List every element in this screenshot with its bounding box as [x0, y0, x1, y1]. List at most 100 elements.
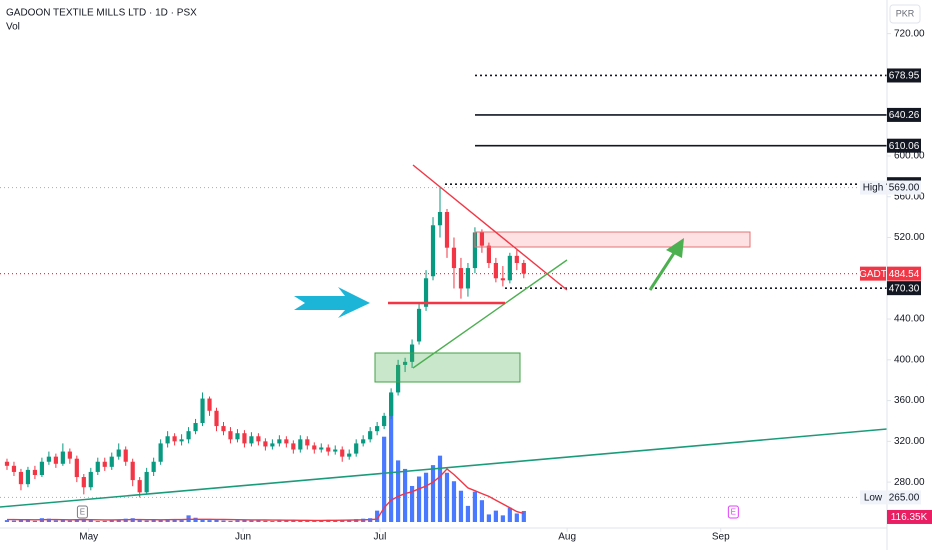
volume-bar: [4, 520, 10, 522]
candle-body: [11, 465, 17, 472]
volume-bar: [235, 520, 240, 522]
volume-bar: [25, 519, 31, 522]
candle-body: [284, 439, 289, 444]
axes: 720.00 600.00 560.00 520.00 440.00 400.00 360.…: [76, 28, 932, 543]
candle-body: [507, 255, 512, 281]
candle-body: [109, 456, 114, 467]
drawings: [0, 164, 888, 508]
volume-pane: [4, 395, 526, 522]
y-tick-label: 600.00: [894, 151, 925, 162]
volume-bar: [493, 510, 498, 522]
candle-body: [242, 433, 247, 444]
candle-body: [179, 439, 184, 442]
level-tag: High: [863, 183, 884, 194]
volume-bar: [151, 519, 156, 522]
volume-bar: [472, 491, 478, 522]
level-label-box: [887, 68, 921, 83]
volume-bar: [60, 519, 65, 522]
level-label: 265.00: [889, 493, 920, 504]
green-arrow-head: [666, 238, 684, 258]
candle-body: [305, 439, 310, 446]
volume-bar: [340, 520, 345, 522]
volume-bar: [333, 520, 338, 522]
volume-bar: [284, 520, 289, 522]
y-tick-label: 360.00: [894, 395, 925, 406]
candle-body: [465, 268, 471, 289]
volume-bar: [291, 520, 296, 522]
candle-body: [123, 449, 128, 462]
candle-body: [214, 410, 219, 427]
volume-label: 116.35K: [891, 512, 928, 523]
candle-body: [228, 431, 233, 440]
candle-body: [396, 364, 401, 393]
currency: PKR: [896, 8, 915, 18]
volume-bar: [207, 520, 212, 522]
candle-body: [486, 245, 491, 263]
candle-body: [130, 461, 135, 481]
volume-bar: [137, 520, 142, 522]
candle-body: [95, 461, 100, 472]
volume-bar: [144, 520, 149, 522]
volume-bar: [312, 521, 317, 522]
volume-bar: [165, 519, 170, 522]
y-tick-label: 440.00: [894, 314, 925, 325]
x-tick-label: May: [79, 532, 98, 543]
candle-body: [312, 445, 317, 450]
candle-body: [347, 453, 352, 457]
candle-body: [165, 436, 170, 444]
candle-body: [235, 433, 240, 440]
volume-bar: [347, 519, 352, 522]
candle-body: [88, 471, 93, 488]
candle-body: [74, 458, 79, 478]
cyan-arrow: [294, 287, 370, 318]
candle-body: [116, 449, 121, 457]
candle-body: [514, 255, 519, 263]
candle-body: [416, 308, 422, 342]
volume-title: Vol: [6, 22, 20, 33]
candle-body: [67, 451, 72, 459]
candle-body: [25, 469, 31, 485]
volume-bar: [277, 520, 282, 522]
level-label: 640.26: [889, 110, 920, 121]
candle-body: [430, 225, 436, 277]
level-tag: Low: [864, 493, 883, 504]
candle-body: [444, 212, 450, 248]
volume-bar: [158, 520, 163, 522]
volume-bar: [521, 510, 526, 522]
triangle-upper: [412, 164, 568, 291]
candle-body: [207, 398, 212, 411]
level-tag-box: [860, 490, 886, 505]
volume-bar: [11, 520, 17, 522]
level-label: 678.95: [889, 71, 920, 82]
candle-body: [361, 439, 366, 444]
level-label-box: [887, 490, 921, 505]
volume-bar: [402, 468, 408, 522]
volume-bar: [249, 520, 254, 522]
demand-zone: [374, 352, 521, 383]
volume-bar: [270, 521, 275, 522]
candle-body: [298, 439, 303, 450]
candle-body: [172, 436, 177, 442]
candle-body: [270, 443, 275, 447]
volume-bar: [458, 490, 464, 522]
level-label: 569.00: [889, 183, 920, 194]
volume-bar: [375, 510, 380, 522]
volume-bar: [319, 520, 324, 522]
candle-body: [333, 449, 338, 452]
event-marker[interactable]: [727, 505, 739, 519]
level-tag-box: [860, 180, 886, 195]
level-label-box: [887, 107, 921, 122]
event-marker[interactable]: [76, 505, 88, 519]
y-tick-label: 320.00: [894, 436, 925, 447]
trend-line: [0, 428, 888, 508]
candle-body: [389, 392, 394, 416]
candle-body: [326, 447, 331, 452]
x-tick-label: Sep: [712, 532, 730, 543]
level-tag: GADT: [859, 269, 887, 280]
currency-box[interactable]: [889, 4, 921, 24]
volume-bar: [500, 515, 505, 522]
volume-bar: [382, 436, 387, 522]
candle-body: [368, 431, 373, 440]
candle-body: [53, 456, 58, 464]
